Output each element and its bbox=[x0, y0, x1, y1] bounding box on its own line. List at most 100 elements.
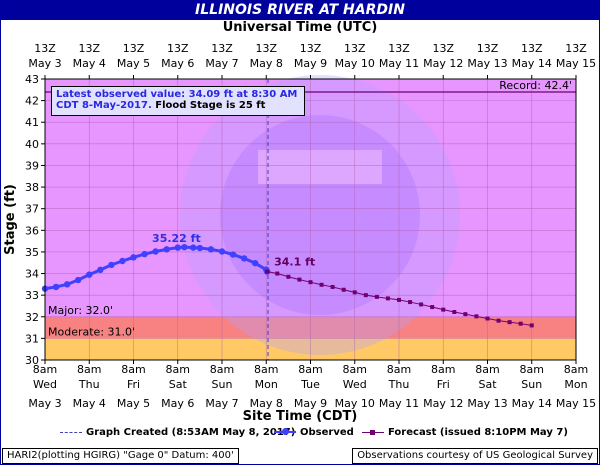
legend-forecast: Forecast (issued 8:10PM May 7) bbox=[362, 426, 568, 440]
footer-gage-info: HARI2(plotting HGIRG) "Gage 0" Datum: 40… bbox=[2, 448, 239, 464]
y-tick-label: 34 bbox=[25, 268, 39, 281]
legend-observed-label: Observed bbox=[300, 427, 354, 438]
x-tick-weekday-label: Tue bbox=[300, 378, 320, 391]
moderate-label: Moderate: 31.0' bbox=[48, 325, 135, 338]
x-tick-date-label: May 15 bbox=[556, 397, 596, 410]
forecast-point bbox=[441, 307, 446, 312]
x-tick-time-label: 8am bbox=[564, 363, 588, 376]
x-tick-date-label: May 8 bbox=[250, 397, 283, 410]
observed-point bbox=[74, 276, 82, 284]
x-tick-weekday-label: Wed bbox=[33, 378, 57, 391]
top-tick-date-label: May 10 bbox=[335, 57, 375, 70]
y-tick-label: 38 bbox=[25, 181, 39, 194]
forecast-point bbox=[265, 269, 270, 274]
y-tick-label: 43 bbox=[25, 73, 39, 86]
noaa-watermark bbox=[180, 75, 460, 355]
y-tick-label: 36 bbox=[25, 224, 39, 237]
x-tick-weekday-label: Fri bbox=[127, 378, 140, 391]
legend-observed-icon bbox=[274, 428, 296, 435]
observed-point bbox=[108, 261, 115, 269]
observed-point bbox=[119, 257, 126, 265]
top-tick-date-label: May 4 bbox=[73, 57, 106, 70]
observed-point bbox=[86, 271, 93, 278]
observed-point bbox=[207, 246, 215, 253]
observed-point bbox=[218, 248, 226, 255]
y-tick-label: 35 bbox=[25, 246, 39, 259]
x-tick-time-label: 8am bbox=[77, 363, 101, 376]
observed-point bbox=[181, 243, 188, 251]
x-tick-weekday-label: Sun bbox=[521, 378, 542, 391]
top-tick-date-label: May 12 bbox=[423, 57, 463, 70]
flood-stage-text: Flood Stage is 25 ft bbox=[155, 100, 266, 111]
y-tick-label: 31 bbox=[25, 332, 39, 345]
x-tick-date-label: May 6 bbox=[161, 397, 194, 410]
top-tick-utc-label: 13Z bbox=[565, 42, 587, 55]
major-label: Major: 32.0' bbox=[48, 304, 113, 317]
forecast-point bbox=[485, 316, 490, 321]
top-tick-utc-label: 13Z bbox=[432, 42, 454, 55]
y-axis-title: Stage (ft) bbox=[3, 184, 18, 255]
top-tick-date-label: May 11 bbox=[379, 57, 419, 70]
observed-point bbox=[240, 255, 248, 262]
x-tick-weekday-label: Sat bbox=[169, 378, 188, 391]
top-tick-date-label: May 7 bbox=[205, 57, 238, 70]
x-tick-time-label: 8am bbox=[343, 363, 367, 376]
forecast-point bbox=[419, 302, 424, 307]
x-tick-weekday-label: Mon bbox=[255, 378, 278, 391]
forecast-point bbox=[474, 314, 479, 319]
latest-observed-annotation: 34.1 ft bbox=[274, 256, 315, 269]
legend: Graph Created (8:53AM May 8, 2017) Obser… bbox=[0, 426, 600, 440]
top-tick-date-label: May 8 bbox=[250, 57, 283, 70]
top-tick-utc-label: 13Z bbox=[344, 42, 366, 55]
chart-title: ILLINOIS RIVER AT HARDIN bbox=[1, 1, 599, 20]
x-tick-time-label: 8am bbox=[210, 363, 234, 376]
top-tick-utc-label: 13Z bbox=[521, 42, 543, 55]
flood-stage-line: CDT 8-May-2017. Flood Stage is 25 ft bbox=[56, 100, 300, 111]
y-tick-label: 33 bbox=[25, 289, 39, 302]
x-tick-time-label: 8am bbox=[387, 363, 411, 376]
top-tick-utc-label: 13Z bbox=[255, 42, 277, 55]
forecast-point bbox=[397, 297, 401, 302]
y-tick-label: 40 bbox=[25, 138, 39, 151]
x-tick-time-label: 8am bbox=[475, 363, 499, 376]
top-tick-date-label: May 5 bbox=[117, 57, 150, 70]
observed-point bbox=[196, 244, 204, 252]
forecast-point bbox=[385, 296, 390, 301]
top-tick-utc-label: 13Z bbox=[167, 42, 189, 55]
forecast-point bbox=[430, 305, 435, 310]
forecast-point bbox=[308, 280, 313, 285]
forecast-point bbox=[330, 284, 335, 289]
x-tick-weekday-label: Thu bbox=[388, 378, 410, 391]
forecast-point bbox=[341, 287, 346, 292]
observed-point bbox=[130, 254, 137, 261]
x-tick-date-label: May 11 bbox=[379, 397, 419, 410]
y-tick-label: 39 bbox=[25, 159, 39, 172]
x-tick-date-label: May 4 bbox=[73, 397, 106, 410]
observed-point bbox=[163, 246, 170, 253]
latest-observation-box: Latest observed value: 34.09 ft at 8:30 … bbox=[51, 86, 305, 116]
forecast-point bbox=[496, 318, 501, 323]
latest-observed-line: Latest observed value: 34.09 ft at 8:30 … bbox=[56, 89, 298, 100]
bottom-axis-title: Site Time (CDT) bbox=[242, 409, 358, 424]
x-tick-time-label: 8am bbox=[431, 363, 455, 376]
y-tick-label: 37 bbox=[25, 203, 39, 216]
top-tick-utc-label: 13Z bbox=[477, 42, 499, 55]
forecast-point bbox=[297, 277, 302, 282]
forecast-point bbox=[507, 320, 512, 325]
observed-point bbox=[97, 266, 104, 274]
legend-observed: Observed bbox=[274, 426, 354, 440]
record-label: Record: 42.4' bbox=[499, 79, 572, 92]
x-tick-time-label: 8am bbox=[121, 363, 145, 376]
x-tick-time-label: 8am bbox=[520, 363, 544, 376]
top-axis-title: Universal Time (UTC) bbox=[222, 20, 378, 35]
forecast-point bbox=[452, 310, 457, 315]
y-tick-label: 42 bbox=[25, 95, 39, 108]
observed-point bbox=[190, 244, 197, 251]
forecast-point bbox=[374, 294, 379, 299]
y-tick-label: 41 bbox=[25, 116, 39, 129]
legend-dashed-line-icon bbox=[60, 431, 82, 433]
forecast-point bbox=[363, 293, 368, 298]
x-tick-weekday-label: Sun bbox=[212, 378, 233, 391]
legend-graph-created: Graph Created (8:53AM May 8, 2017) bbox=[60, 426, 295, 440]
